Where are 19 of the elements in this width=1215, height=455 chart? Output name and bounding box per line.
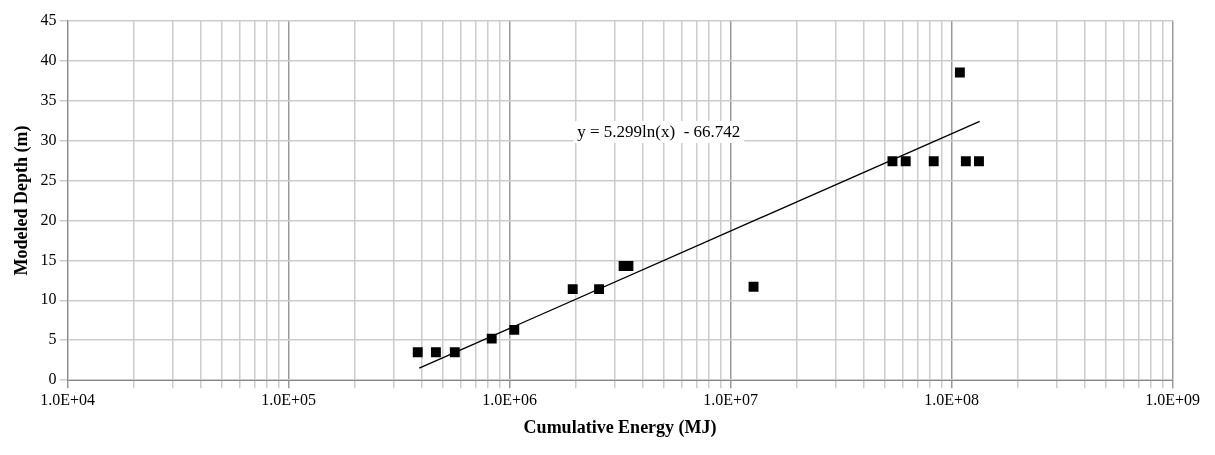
y-tick-label: 15 [40,250,57,268]
y-tick-label: 10 [40,290,57,308]
y-tick-label: 5 [48,330,57,348]
y-tick-label: 45 [40,10,57,28]
x-tick-label: 1.0E+06 [482,391,537,408]
x-tick-label: 1.0E+04 [40,391,95,408]
y-tick-label: 0 [48,370,57,388]
x-tick-label: 1.0E+09 [1145,391,1200,408]
y-tick-label: 35 [40,90,57,108]
y-axis-title: Modeled Depth (m) [11,125,33,276]
x-tick-label: 1.0E+05 [261,391,316,408]
y-tick-label: 25 [40,170,57,188]
y-tick-label: 40 [40,50,57,68]
x-tick-label: 1.0E+08 [924,391,979,408]
y-tick-label: 20 [40,210,57,228]
x-tick-label: 1.0E+07 [703,391,758,408]
x-axis-title: Cumulative Energy (MJ) [523,416,717,438]
y-tick-label: 30 [40,130,57,148]
annotation: y = 5.299ln(x) - 66.742 [577,121,741,141]
